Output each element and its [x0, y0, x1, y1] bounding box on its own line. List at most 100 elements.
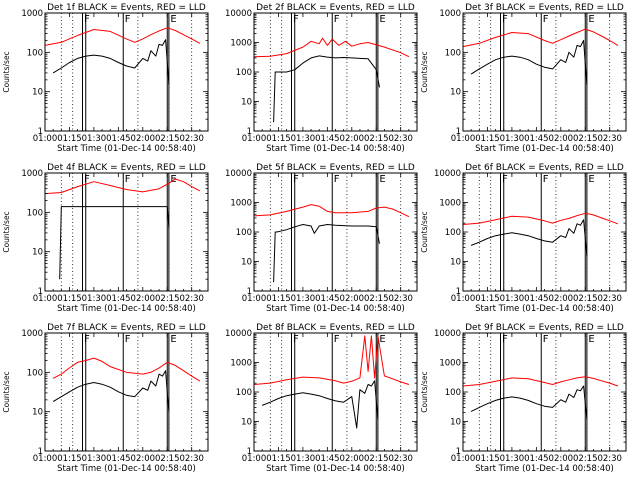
panel-title: Det 5f BLACK = Events, RED = LLD	[256, 163, 415, 173]
events-series-line	[273, 55, 380, 123]
y-tick-label: 1	[38, 127, 43, 137]
x-tick-label: 01:45	[106, 454, 131, 464]
x-tick-label: 01:30	[291, 134, 316, 144]
x-tick-label: 01:30	[82, 454, 107, 464]
x-tick-label: 02:15	[364, 294, 389, 304]
marker-label: F	[293, 334, 299, 345]
marker-label: E	[170, 14, 176, 25]
x-axis-title: Start Time (01-Dec-14 00:58:40)	[266, 304, 405, 314]
x-axis-title: Start Time (01-Dec-14 00:58:40)	[266, 464, 405, 474]
x-tick-label: 02:30	[597, 134, 622, 144]
x-tick-label: 02:30	[388, 134, 413, 144]
x-tick-label: 01:30	[291, 454, 316, 464]
x-tick-label: 02:30	[388, 294, 413, 304]
x-tick-label: 01:00	[242, 294, 267, 304]
marker-label: F	[84, 334, 90, 345]
x-tick-label: 01:00	[451, 454, 476, 464]
x-tick-label: 01:30	[291, 294, 316, 304]
marker-label: E	[170, 174, 176, 185]
y-tick-label: 100	[445, 48, 461, 58]
y-tick-label: 1	[456, 127, 461, 137]
events-series-line	[52, 39, 170, 85]
y-tick-label: 100	[236, 228, 252, 238]
x-tick-label: 02:30	[179, 134, 204, 144]
y-axis-title: Counts/sec	[420, 371, 429, 412]
panel-title: Det 6f BLACK = Events, RED = LLD	[465, 163, 624, 173]
y-tick-label: 1000	[230, 39, 252, 49]
x-tick-label: 02:15	[155, 454, 180, 464]
y-tick-label: 10	[450, 88, 461, 98]
x-tick-label: 01:15	[475, 294, 500, 304]
x-tick-label: 02:00	[340, 454, 365, 464]
lld-series-line	[253, 335, 410, 385]
plot-frame	[462, 332, 627, 452]
marker-label: F	[502, 174, 508, 185]
y-tick-label: 1	[247, 287, 252, 297]
y-axis-title: Counts/sec	[420, 211, 429, 252]
panel-title: Det 9f BLACK = Events, RED = LLD	[465, 323, 624, 333]
events-series-line	[261, 380, 379, 429]
x-tick-label: 01:00	[451, 134, 476, 144]
x-tick-label: 01:30	[82, 134, 107, 144]
plot-frame	[44, 12, 209, 132]
marker-label: F	[543, 14, 549, 25]
x-tick-label: 02:00	[340, 134, 365, 144]
y-axis-title: Counts/sec	[2, 51, 11, 92]
y-tick-label: 100	[236, 388, 252, 398]
plot-frame	[462, 172, 627, 292]
y-tick-label: 10000	[434, 169, 461, 179]
x-tick-label: 01:15	[266, 454, 291, 464]
marker-label: F	[125, 174, 131, 185]
x-axis-title: Start Time (01-Dec-14 00:58:40)	[475, 464, 614, 474]
x-tick-label: 01:30	[500, 134, 525, 144]
y-tick-label: 1	[38, 447, 43, 457]
x-tick-label: 01:45	[315, 454, 340, 464]
x-tick-label: 02:15	[364, 134, 389, 144]
marker-label: F	[125, 334, 131, 345]
x-tick-label: 02:00	[340, 294, 365, 304]
lld-series-line	[253, 37, 410, 58]
panel-title: Det 1f BLACK = Events, RED = LLD	[47, 3, 206, 13]
x-axis-title: Start Time (01-Dec-14 00:58:40)	[475, 144, 614, 154]
x-axis-title: Start Time (01-Dec-14 00:58:40)	[57, 144, 196, 154]
x-tick-label: 02:30	[597, 454, 622, 464]
events-series-line	[470, 40, 588, 85]
lld-series-line	[462, 28, 619, 48]
marker-label: E	[379, 334, 385, 345]
y-tick-label: 10	[32, 248, 43, 258]
x-tick-label: 01:00	[242, 454, 267, 464]
marker-label: F	[293, 174, 299, 185]
x-tick-label: 01:30	[500, 454, 525, 464]
events-series-line	[470, 219, 588, 257]
y-tick-label: 10	[32, 88, 43, 98]
x-tick-label: 02:00	[131, 294, 156, 304]
marker-label: F	[293, 14, 299, 25]
x-tick-label: 02:15	[573, 294, 598, 304]
y-tick-label: 1000	[21, 169, 43, 179]
marker-label: F	[84, 14, 90, 25]
lld-series-line	[44, 27, 201, 46]
x-tick-label: 01:00	[33, 294, 58, 304]
y-tick-label: 10	[450, 258, 461, 268]
x-tick-label: 01:15	[57, 294, 82, 304]
panel-title: Det 3f BLACK = Events, RED = LLD	[465, 3, 624, 13]
panel-title: Det 2f BLACK = Events, RED = LLD	[256, 3, 415, 13]
y-tick-label: 100	[445, 388, 461, 398]
x-tick-label: 01:15	[57, 134, 82, 144]
marker-label: F	[84, 174, 90, 185]
lld-series-line	[462, 376, 619, 387]
x-tick-label: 01:45	[106, 294, 131, 304]
y-tick-label: 10000	[434, 329, 461, 339]
y-tick-label: 10	[241, 418, 252, 428]
x-tick-label: 02:00	[131, 454, 156, 464]
y-axis-title: Counts/sec	[420, 51, 429, 92]
x-tick-label: 02:30	[179, 294, 204, 304]
x-tick-label: 02:15	[573, 134, 598, 144]
y-tick-label: 1000	[230, 359, 252, 369]
y-tick-label: 1	[456, 287, 461, 297]
